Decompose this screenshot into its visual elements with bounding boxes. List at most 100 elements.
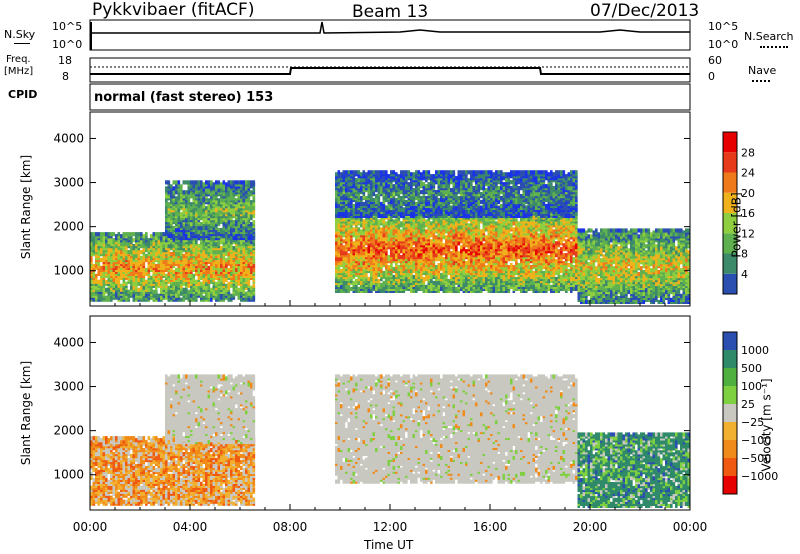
power-cell: [343, 233, 346, 237]
power-cell: [413, 223, 416, 227]
power-cell: [145, 286, 148, 290]
power-cell: [360, 249, 363, 253]
power-cell: [200, 292, 203, 296]
power-cell: [105, 288, 108, 292]
power-cell: [105, 296, 108, 300]
power-cell: [228, 252, 231, 256]
power-cell: [480, 233, 483, 237]
power-cell: [400, 249, 403, 253]
power-cell: [233, 236, 236, 240]
power-cell: [153, 294, 156, 298]
power-cell: [225, 274, 228, 278]
power-cell: [173, 244, 176, 248]
power-cell: [370, 221, 373, 225]
power-cell: [230, 194, 233, 198]
power-cell: [388, 233, 391, 237]
power-cell: [343, 245, 346, 249]
power-cell: [235, 260, 238, 264]
power-cell: [198, 180, 201, 184]
power-cell: [430, 251, 433, 255]
power-cell: [223, 202, 226, 206]
power-cell: [113, 238, 116, 242]
power-cell: [410, 241, 413, 245]
power-cell: [155, 264, 158, 268]
power-cell: [235, 292, 238, 296]
power-cell: [123, 278, 126, 282]
power-cell: [240, 264, 243, 268]
power-cell: [343, 227, 346, 231]
power-cell: [168, 286, 171, 290]
power-cell: [188, 180, 191, 184]
power-cell: [393, 275, 396, 279]
power-cell: [228, 180, 231, 184]
power-cell: [243, 290, 246, 294]
power-cell: [203, 208, 206, 212]
power-cell: [220, 264, 223, 268]
power-cell: [238, 214, 241, 218]
power-cell: [98, 252, 101, 256]
power-cell: [250, 290, 253, 294]
power-cell: [218, 188, 221, 192]
power-cell: [250, 236, 253, 240]
power-cell: [178, 180, 181, 184]
power-cell: [430, 287, 433, 291]
power-cell: [418, 239, 421, 243]
power-cell: [490, 227, 493, 231]
power-cell: [385, 247, 388, 251]
power-cell: [98, 268, 101, 272]
power-cell: [368, 255, 371, 259]
power-cell: [173, 212, 176, 216]
power-cell: [385, 271, 388, 275]
power-cell: [390, 247, 393, 251]
power-cell: [160, 236, 163, 240]
power-cell: [425, 275, 428, 279]
power-cell: [183, 242, 186, 246]
power-cell: [100, 280, 103, 284]
power-cell: [145, 268, 148, 272]
power-cell: [248, 298, 251, 302]
power-cell: [470, 251, 473, 255]
power-cell: [248, 184, 251, 188]
power-cell: [103, 288, 106, 292]
power-cell: [180, 256, 183, 260]
power-cell: [200, 222, 203, 226]
power-cell: [418, 245, 421, 249]
power-cell: [195, 230, 198, 234]
power-cell: [455, 257, 458, 261]
power-cell: [373, 259, 376, 263]
power-cell: [373, 249, 376, 253]
power-cell: [418, 287, 421, 291]
power-cell: [200, 208, 203, 212]
power-cell: [193, 280, 196, 284]
power-cell: [220, 238, 223, 242]
power-cell: [360, 237, 363, 241]
power-cell: [390, 221, 393, 225]
power-cell: [483, 221, 486, 225]
power-cell: [410, 259, 413, 263]
power-cell: [435, 235, 438, 239]
power-cell: [170, 228, 173, 232]
power-cell: [445, 281, 448, 285]
power-cell: [178, 200, 181, 204]
power-cell: [243, 256, 246, 260]
power-cell: [378, 273, 381, 277]
power-cell: [423, 285, 426, 289]
power-cell: [198, 286, 201, 290]
power-cell: [388, 221, 391, 225]
power-cell: [165, 274, 168, 278]
power-cell: [400, 229, 403, 233]
power-cell: [220, 294, 223, 298]
power-cell: [180, 298, 183, 302]
power-cell: [163, 248, 166, 252]
power-cell: [100, 258, 103, 262]
power-cell: [215, 180, 218, 184]
power-cell: [195, 286, 198, 290]
power-cell: [385, 277, 388, 281]
power-cell: [130, 232, 133, 236]
power-cell: [233, 196, 236, 200]
power-cell: [420, 223, 423, 227]
power-cell: [218, 254, 221, 258]
power-cell: [398, 279, 401, 283]
power-cell: [400, 221, 403, 225]
power-cell: [240, 240, 243, 244]
